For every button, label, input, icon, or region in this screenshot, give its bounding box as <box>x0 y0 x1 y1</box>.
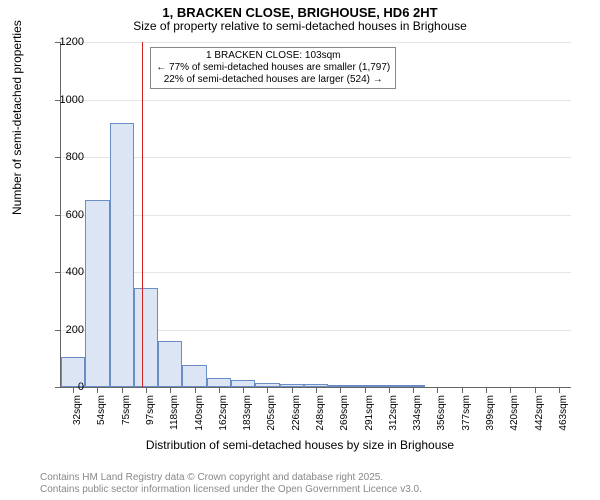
x-tick-label: 377sqm <box>461 395 472 435</box>
grid-line <box>61 42 571 43</box>
annotation-line-2: ← 77% of semi-detached houses are smalle… <box>156 62 390 74</box>
footer-text: Contains HM Land Registry data © Crown c… <box>40 472 422 496</box>
x-tick-label: 118sqm <box>169 395 180 435</box>
x-tick-label: 54sqm <box>96 395 107 435</box>
y-tick <box>55 272 61 273</box>
footer-line-1: Contains HM Land Registry data © Crown c… <box>40 472 422 484</box>
y-tick-label: 800 <box>66 151 84 163</box>
x-tick-label: 162sqm <box>218 395 229 435</box>
x-tick <box>146 387 147 393</box>
grid-line <box>61 272 571 273</box>
x-tick <box>535 387 536 393</box>
x-axis-title: Distribution of semi-detached houses by … <box>0 438 600 452</box>
x-tick <box>292 387 293 393</box>
x-tick <box>437 387 438 393</box>
x-tick-label: 183sqm <box>242 395 253 435</box>
y-tick <box>55 387 61 388</box>
x-tick-label: 140sqm <box>194 395 205 435</box>
x-tick <box>559 387 560 393</box>
x-tick <box>413 387 414 393</box>
x-tick-label: 442sqm <box>534 395 545 435</box>
histogram-bar <box>110 123 134 388</box>
chart-title: 1, BRACKEN CLOSE, BRIGHOUSE, HD6 2HT <box>0 0 600 20</box>
x-tick <box>97 387 98 393</box>
x-tick-label: 291sqm <box>364 395 375 435</box>
histogram-bar <box>231 380 255 387</box>
annotation-line-1: 1 BRACKEN CLOSE: 103sqm <box>156 50 390 62</box>
x-tick <box>365 387 366 393</box>
x-tick <box>340 387 341 393</box>
histogram-bar <box>207 378 231 387</box>
y-tick-label: 1000 <box>60 94 84 106</box>
y-tick-label: 600 <box>66 209 84 221</box>
x-tick <box>195 387 196 393</box>
x-tick-label: 205sqm <box>266 395 277 435</box>
x-tick <box>316 387 317 393</box>
x-tick-label: 269sqm <box>339 395 350 435</box>
x-tick-label: 420sqm <box>509 395 520 435</box>
x-tick <box>510 387 511 393</box>
y-axis-title: Number of semi-detached properties <box>10 20 24 215</box>
x-tick-label: 226sqm <box>291 395 302 435</box>
x-tick-label: 32sqm <box>72 395 83 435</box>
x-tick <box>219 387 220 393</box>
x-tick <box>462 387 463 393</box>
footer-line-2: Contains public sector information licen… <box>40 484 422 496</box>
annotation-box: 1 BRACKEN CLOSE: 103sqm ← 77% of semi-de… <box>150 47 396 89</box>
x-tick <box>243 387 244 393</box>
x-tick-label: 75sqm <box>121 395 132 435</box>
y-tick-label: 0 <box>78 381 84 393</box>
x-tick <box>389 387 390 393</box>
x-tick-label: 463sqm <box>558 395 569 435</box>
x-tick-label: 97sqm <box>145 395 156 435</box>
x-tick-label: 312sqm <box>388 395 399 435</box>
x-tick <box>267 387 268 393</box>
x-tick <box>486 387 487 393</box>
y-tick <box>55 215 61 216</box>
grid-line <box>61 100 571 101</box>
y-tick <box>55 330 61 331</box>
histogram-bar <box>85 200 109 387</box>
x-tick-label: 334sqm <box>412 395 423 435</box>
histogram-bar <box>182 365 206 387</box>
chart-container: 1, BRACKEN CLOSE, BRIGHOUSE, HD6 2HT Siz… <box>0 0 600 500</box>
x-tick <box>170 387 171 393</box>
x-tick <box>73 387 74 393</box>
x-tick-label: 248sqm <box>315 395 326 435</box>
x-tick <box>122 387 123 393</box>
histogram-bar <box>158 341 182 387</box>
annotation-line-3: 22% of semi-detached houses are larger (… <box>156 74 390 86</box>
y-tick-label: 200 <box>66 324 84 336</box>
marker-line <box>142 42 143 387</box>
grid-line <box>61 215 571 216</box>
x-tick-label: 356sqm <box>436 395 447 435</box>
y-tick <box>55 157 61 158</box>
chart-subtitle: Size of property relative to semi-detach… <box>0 20 600 33</box>
x-tick-label: 399sqm <box>485 395 496 435</box>
y-tick-label: 1200 <box>60 36 84 48</box>
grid-line <box>61 157 571 158</box>
histogram-bar <box>134 288 158 387</box>
y-tick-label: 400 <box>66 266 84 278</box>
plot-area: 1 BRACKEN CLOSE: 103sqm ← 77% of semi-de… <box>60 42 571 388</box>
